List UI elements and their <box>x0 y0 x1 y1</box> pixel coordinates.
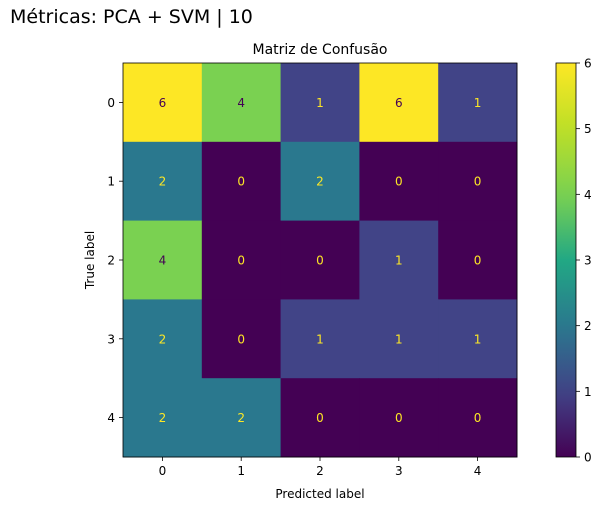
cell-value-2-2: 0 <box>316 254 324 268</box>
heatmap-cell-0-3 <box>359 63 439 143</box>
y-tick-label: 4 <box>107 411 115 425</box>
heatmap-cell-3-4 <box>438 299 518 379</box>
colorbar-ticks: 0 1 2 3 4 5 6 <box>576 57 592 465</box>
y-axis-ticks: 0 1 2 3 4 <box>107 96 123 425</box>
cell-value-2-1: 0 <box>237 254 245 268</box>
colorbar-tick-label: 1 <box>584 385 592 399</box>
cell-value-4-0: 2 <box>159 411 167 425</box>
cell-value-0-4: 1 <box>474 96 482 110</box>
heatmap-cell-3-2 <box>280 299 360 379</box>
cell-value-3-0: 2 <box>159 332 167 346</box>
heatmap-cell-2-0 <box>123 220 203 300</box>
y-tick-label: 1 <box>107 175 115 189</box>
matrix-title: Matriz de Confusão <box>253 42 388 58</box>
colorbar-tick-label: 5 <box>584 122 592 136</box>
figure-title: Métricas: PCA + SVM | 10 <box>10 6 253 28</box>
cell-value-4-1: 2 <box>237 411 245 425</box>
heatmap-cell-3-0 <box>123 299 203 379</box>
x-tick-label: 1 <box>237 464 245 478</box>
y-tick-label: 2 <box>107 254 115 268</box>
cell-value-2-0: 4 <box>159 254 167 268</box>
x-tick-label: 4 <box>474 464 482 478</box>
colorbar-tick-label: 2 <box>584 319 592 333</box>
heatmap-cell-2-3 <box>359 220 439 300</box>
heatmap-cell-3-1 <box>201 299 282 379</box>
cell-value-4-4: 0 <box>474 411 482 425</box>
cell-value-0-2: 1 <box>316 96 324 110</box>
heatmap-cell-0-1 <box>201 63 282 143</box>
heatmap-cells <box>123 63 518 458</box>
colorbar-tick-label: 0 <box>584 451 592 465</box>
heatmap-cell-1-4 <box>438 141 518 222</box>
heatmap-cell-0-4 <box>438 63 518 143</box>
y-axis-label: True label <box>83 231 97 290</box>
heatmap-cell-4-0 <box>123 378 203 458</box>
x-tick-label: 2 <box>316 464 324 478</box>
cell-value-3-4: 1 <box>474 332 482 346</box>
cell-value-0-1: 4 <box>237 96 245 110</box>
cell-value-2-3: 1 <box>395 254 403 268</box>
cell-value-1-4: 0 <box>474 175 482 189</box>
heatmap-cell-4-4 <box>438 378 518 458</box>
heatmap-cell-0-0 <box>123 63 203 143</box>
cell-value-labels: 6 4 1 6 1 2 0 2 0 0 4 0 0 1 0 2 0 1 1 1 2 2 0 0 0 <box>159 96 482 425</box>
heatmap-cell-2-4 <box>438 220 518 300</box>
heatmap-cell-3-3 <box>359 299 439 379</box>
heatmap-cell-2-1 <box>201 220 282 300</box>
colorbar <box>555 62 577 458</box>
heatmap-cell-4-3 <box>359 378 439 458</box>
heatmap-cell-1-0 <box>123 141 203 222</box>
heatmap-cell-1-3 <box>359 141 439 222</box>
cell-value-0-0: 6 <box>159 96 167 110</box>
heatmap-cell-1-2 <box>280 141 360 222</box>
cell-value-1-0: 2 <box>159 175 167 189</box>
cell-value-0-3: 6 <box>395 96 403 110</box>
y-tick-label: 0 <box>107 96 115 110</box>
cell-value-1-3: 0 <box>395 175 403 189</box>
cell-value-3-3: 1 <box>395 332 403 346</box>
heatmap-cell-4-2 <box>280 378 360 458</box>
cell-value-3-1: 0 <box>237 332 245 346</box>
heatmap-cell-2-2 <box>280 220 360 300</box>
colorbar-tick-label: 3 <box>584 254 592 268</box>
x-tick-label: 0 <box>159 464 167 478</box>
cell-value-4-2: 0 <box>316 411 324 425</box>
cell-value-1-2: 2 <box>316 175 324 189</box>
y-tick-label: 3 <box>107 332 115 346</box>
cell-value-4-3: 0 <box>395 411 403 425</box>
cell-value-1-1: 0 <box>237 175 245 189</box>
cell-value-2-4: 0 <box>474 254 482 268</box>
colorbar-tick-label: 4 <box>584 188 592 202</box>
heatmap-cell-4-1 <box>201 378 282 458</box>
heatmap-cell-1-1 <box>201 141 282 222</box>
heatmap-cell-0-2 <box>280 63 360 143</box>
cell-value-3-2: 1 <box>316 332 324 346</box>
x-axis-label: Predicted label <box>275 487 364 501</box>
colorbar-tick-label: 6 <box>584 57 592 71</box>
x-axis-ticks: 0 1 2 3 4 <box>159 457 482 478</box>
x-tick-label: 3 <box>395 464 403 478</box>
